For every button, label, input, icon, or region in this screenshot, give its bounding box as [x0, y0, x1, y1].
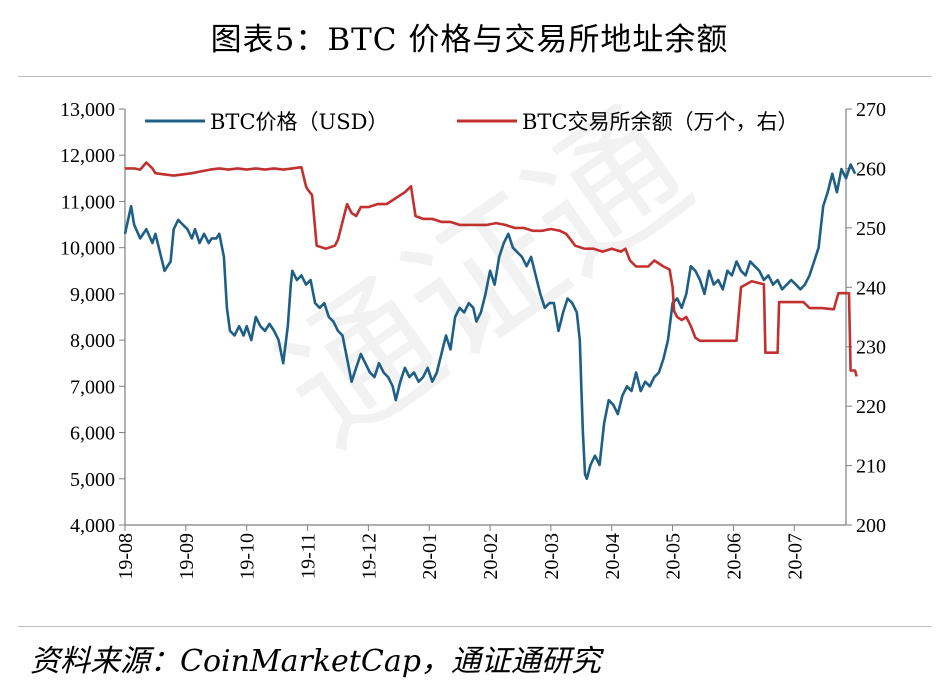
left-tick-label: 5,000 — [70, 469, 115, 491]
left-axis: 4,000 5,000 6,000 7,000 8,000 9,000 10,000 11,0… — [60, 99, 125, 537]
series-line-btc-price — [123, 163, 857, 481]
legend: BTC价格（USD） BTC交易所余额（万个，右） — [145, 110, 799, 134]
right-tick-label: 200 — [856, 515, 886, 537]
left-tick-label: 11,000 — [61, 191, 115, 213]
chart-title: 图表5：BTC 价格与交易所地址余额 — [210, 22, 729, 58]
x-tick-label: 19-08 — [115, 533, 137, 580]
x-tick-label: 20-06 — [723, 533, 745, 580]
watermark: 通证通 — [251, 79, 719, 480]
x-tick-label: 19-09 — [176, 533, 198, 580]
x-tick-label: 20-04 — [602, 533, 624, 580]
right-axis: 200 210 220 230 240 250 260 270 — [846, 99, 886, 537]
right-tick-label: 210 — [856, 456, 886, 478]
left-tick-label: 4,000 — [70, 515, 115, 537]
right-tick-label: 260 — [856, 158, 886, 180]
left-tick-label: 10,000 — [60, 238, 115, 260]
svg-text:通证通: 通证通 — [251, 79, 719, 480]
x-tick-label: 19-12 — [358, 533, 380, 580]
left-tick-label: 6,000 — [70, 423, 115, 445]
legend-label-btc-price: BTC价格（USD） — [210, 110, 388, 134]
left-tick-label: 12,000 — [60, 145, 115, 167]
right-tick-label: 270 — [856, 99, 886, 121]
x-tick-label: 20-02 — [480, 533, 502, 580]
x-tick-label: 20-03 — [541, 533, 563, 580]
x-tick-label: 20-01 — [419, 533, 441, 580]
x-tick-label: 20-07 — [784, 533, 806, 580]
left-tick-label: 9,000 — [70, 284, 115, 306]
left-tick-label: 8,000 — [70, 330, 115, 352]
x-axis: 19-08 19-09 19-10 19-11 19-12 20-01 20-02 20-03… — [115, 525, 806, 580]
source-divider — [18, 626, 932, 627]
series-line-exchange-balance — [125, 161, 858, 377]
left-tick-label: 13,000 — [60, 99, 115, 121]
right-tick-label: 240 — [856, 277, 886, 299]
legend-label-exchange-balance: BTC交易所余额（万个，右） — [522, 110, 799, 134]
source-note: 资料来源：CoinMarketCap，通证通研究 — [30, 644, 601, 679]
x-tick-label: 19-11 — [298, 533, 320, 579]
right-tick-label: 250 — [856, 218, 886, 240]
right-tick-label: 230 — [856, 337, 886, 359]
x-tick-label: 19-10 — [237, 533, 259, 580]
x-tick-label: 20-05 — [663, 533, 685, 580]
right-tick-label: 220 — [856, 396, 886, 418]
left-tick-label: 7,000 — [70, 376, 115, 398]
title-divider — [18, 76, 932, 77]
